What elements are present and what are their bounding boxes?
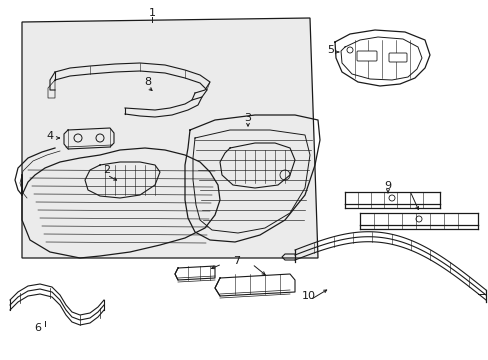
Text: 6: 6 xyxy=(35,323,41,333)
Text: 9: 9 xyxy=(384,181,391,191)
Text: 10: 10 xyxy=(302,291,315,301)
Text: 7: 7 xyxy=(233,256,240,266)
Text: 2: 2 xyxy=(103,165,110,175)
Text: 5: 5 xyxy=(327,45,334,55)
Text: 1: 1 xyxy=(148,8,155,18)
Text: 4: 4 xyxy=(46,131,54,141)
FancyBboxPatch shape xyxy=(388,53,406,62)
Polygon shape xyxy=(22,18,317,258)
Text: 8: 8 xyxy=(144,77,151,87)
FancyBboxPatch shape xyxy=(356,51,376,61)
Text: 3: 3 xyxy=(244,113,251,123)
